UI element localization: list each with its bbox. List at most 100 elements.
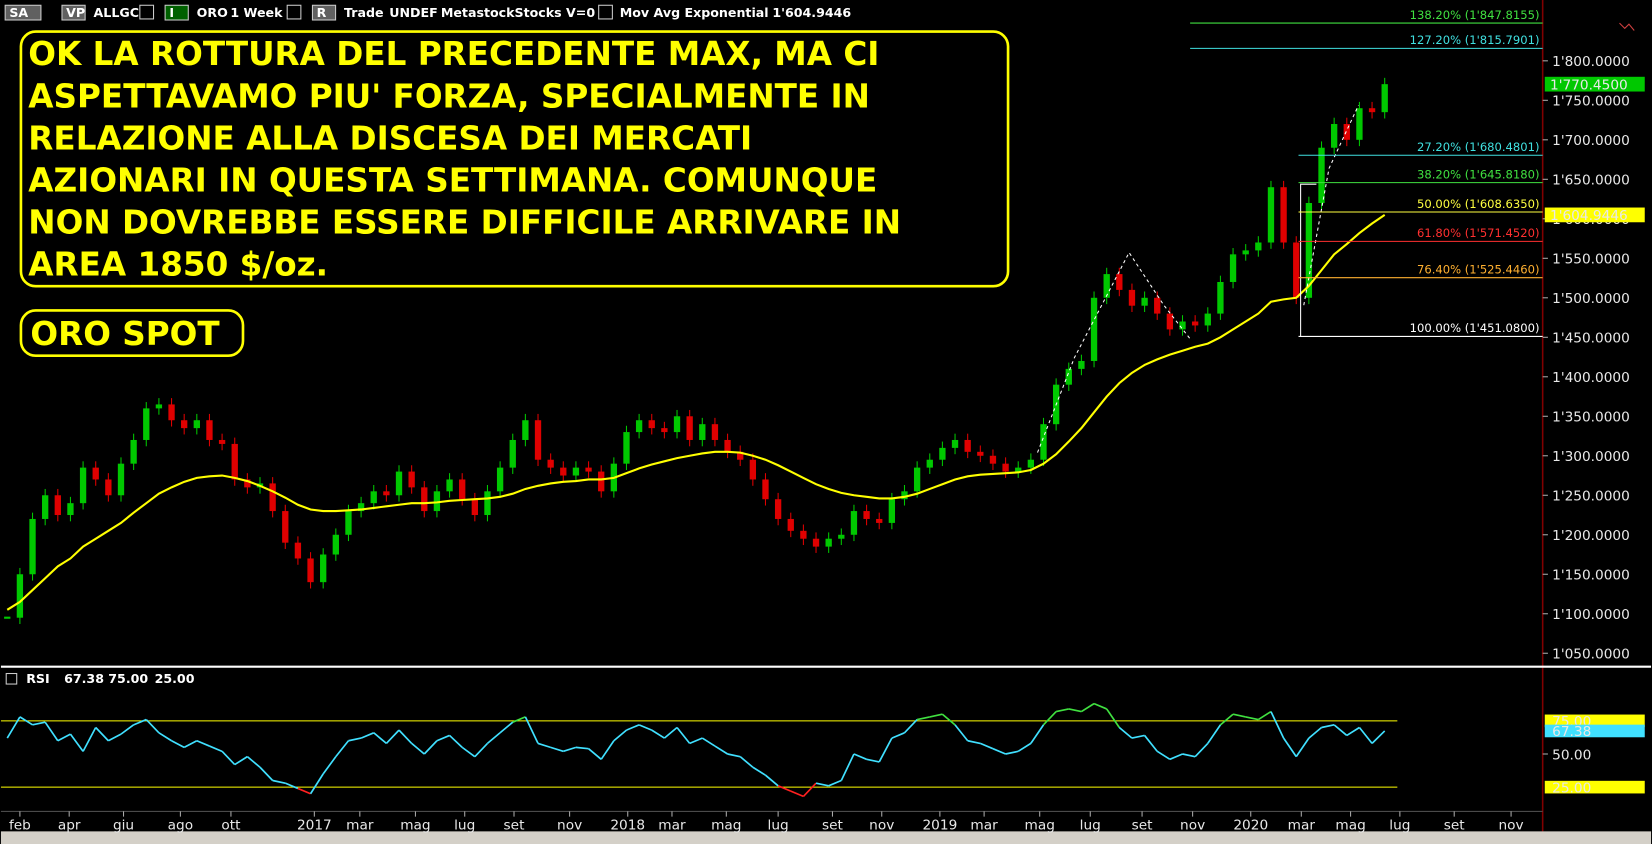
candle [1368, 108, 1376, 113]
candle [357, 503, 365, 512]
rsi-segment [840, 753, 855, 781]
x-tick-label: nov [869, 817, 894, 833]
candle [332, 534, 339, 555]
rsi-segment [752, 766, 766, 776]
toolbar-button[interactable] [61, 4, 86, 21]
rsi-segment [385, 729, 400, 744]
candle [901, 491, 908, 500]
annotation-text: AREA 1850 $/oz. [28, 246, 328, 284]
candle [117, 463, 125, 496]
candle [496, 467, 504, 492]
candle [16, 574, 24, 618]
candle [509, 439, 516, 468]
rsi-segment [714, 745, 729, 755]
candle [787, 518, 794, 531]
scrollbar[interactable] [0, 831, 1652, 844]
rsi-segment [32, 721, 46, 726]
toolbar-button[interactable] [4, 4, 42, 21]
rsi-segment [764, 774, 779, 787]
candle [282, 511, 289, 543]
rsi-segment [44, 721, 59, 742]
rsi-segment [1093, 702, 1108, 710]
candle [193, 420, 200, 429]
candle [585, 467, 592, 472]
rsi-segment [1118, 726, 1133, 739]
rsi-segment [1358, 726, 1373, 744]
fib-label: 38.20% (1'645.8180) [1417, 167, 1540, 181]
rsi-segment [550, 746, 564, 753]
rsi-level: 25.00 [155, 671, 195, 686]
candle [105, 479, 112, 496]
rsi-segment [486, 732, 501, 745]
candle [433, 491, 441, 512]
rsi-segment [524, 716, 539, 744]
candle [737, 451, 744, 460]
candle [699, 424, 706, 440]
rsi-segment [1030, 724, 1045, 744]
rsi-segment [1131, 734, 1145, 739]
x-tick-label: mar [970, 817, 998, 833]
candle [269, 483, 276, 512]
rsi-segment [992, 747, 1006, 755]
ema-line [6, 214, 1386, 611]
rsi-segment [423, 740, 438, 755]
candle [395, 471, 403, 496]
candle [635, 420, 643, 433]
x-tick-label: set [822, 817, 844, 833]
candle [484, 491, 491, 516]
candle [939, 447, 946, 460]
candle [1040, 424, 1047, 460]
candle [648, 420, 655, 429]
close-box[interactable] [5, 672, 18, 685]
rsi-segment [284, 782, 299, 790]
tool-icon[interactable] [1619, 22, 1635, 31]
toolbar-label: ORO [197, 5, 228, 20]
candle [168, 404, 175, 421]
rsi-segment [828, 779, 842, 787]
rsi-segment [183, 739, 198, 749]
dropdown[interactable] [286, 4, 302, 20]
candle [79, 467, 87, 504]
candle [421, 487, 428, 512]
rsi-segment [234, 755, 248, 766]
dropdown[interactable] [598, 4, 613, 20]
candle [383, 491, 390, 496]
candle [231, 443, 238, 480]
price-tag-label: 1'770.4500 [1550, 77, 1628, 93]
fib-label: 61.80% (1'571.4520) [1417, 226, 1540, 240]
candle [408, 471, 415, 488]
x-tick-label: apr [58, 817, 81, 833]
dropdown[interactable] [139, 4, 155, 20]
x-tick-label: nov [1180, 817, 1205, 833]
rsi-segment [120, 724, 135, 735]
rsi-segment [1219, 713, 1234, 726]
x-tick-label: ott [221, 817, 241, 833]
rsi-segment [461, 746, 476, 758]
rsi-segment [1143, 734, 1158, 752]
x-tick-label: giu [113, 817, 134, 833]
candle [534, 420, 542, 460]
rsi-segment [1308, 726, 1323, 739]
fib-label: 50.00% (1'608.6350) [1417, 197, 1540, 211]
rsi-segment [537, 742, 551, 749]
x-tick-label: lug [1389, 817, 1410, 833]
x-tick-label: 2017 [297, 817, 332, 833]
rsi-segment [411, 742, 425, 755]
candle [1154, 297, 1161, 314]
toolbar-button[interactable] [311, 4, 337, 21]
rsi-segment [600, 740, 615, 760]
toolbar-button[interactable] [164, 4, 189, 21]
rsi-tick-label: 50.00 [1552, 747, 1591, 763]
rsi-segment [853, 753, 867, 761]
candle [876, 518, 883, 523]
price-tag [1544, 207, 1645, 223]
x-tick-label: lug [768, 817, 789, 833]
rsi-segment [196, 739, 210, 747]
rsi-tag-label: 67.38 [1552, 724, 1591, 740]
toolbar-label: Stocks [514, 5, 561, 20]
rsi-segment [1207, 724, 1222, 744]
x-tick-label: 2018 [610, 817, 645, 833]
x-tick-label: set [1444, 817, 1466, 833]
